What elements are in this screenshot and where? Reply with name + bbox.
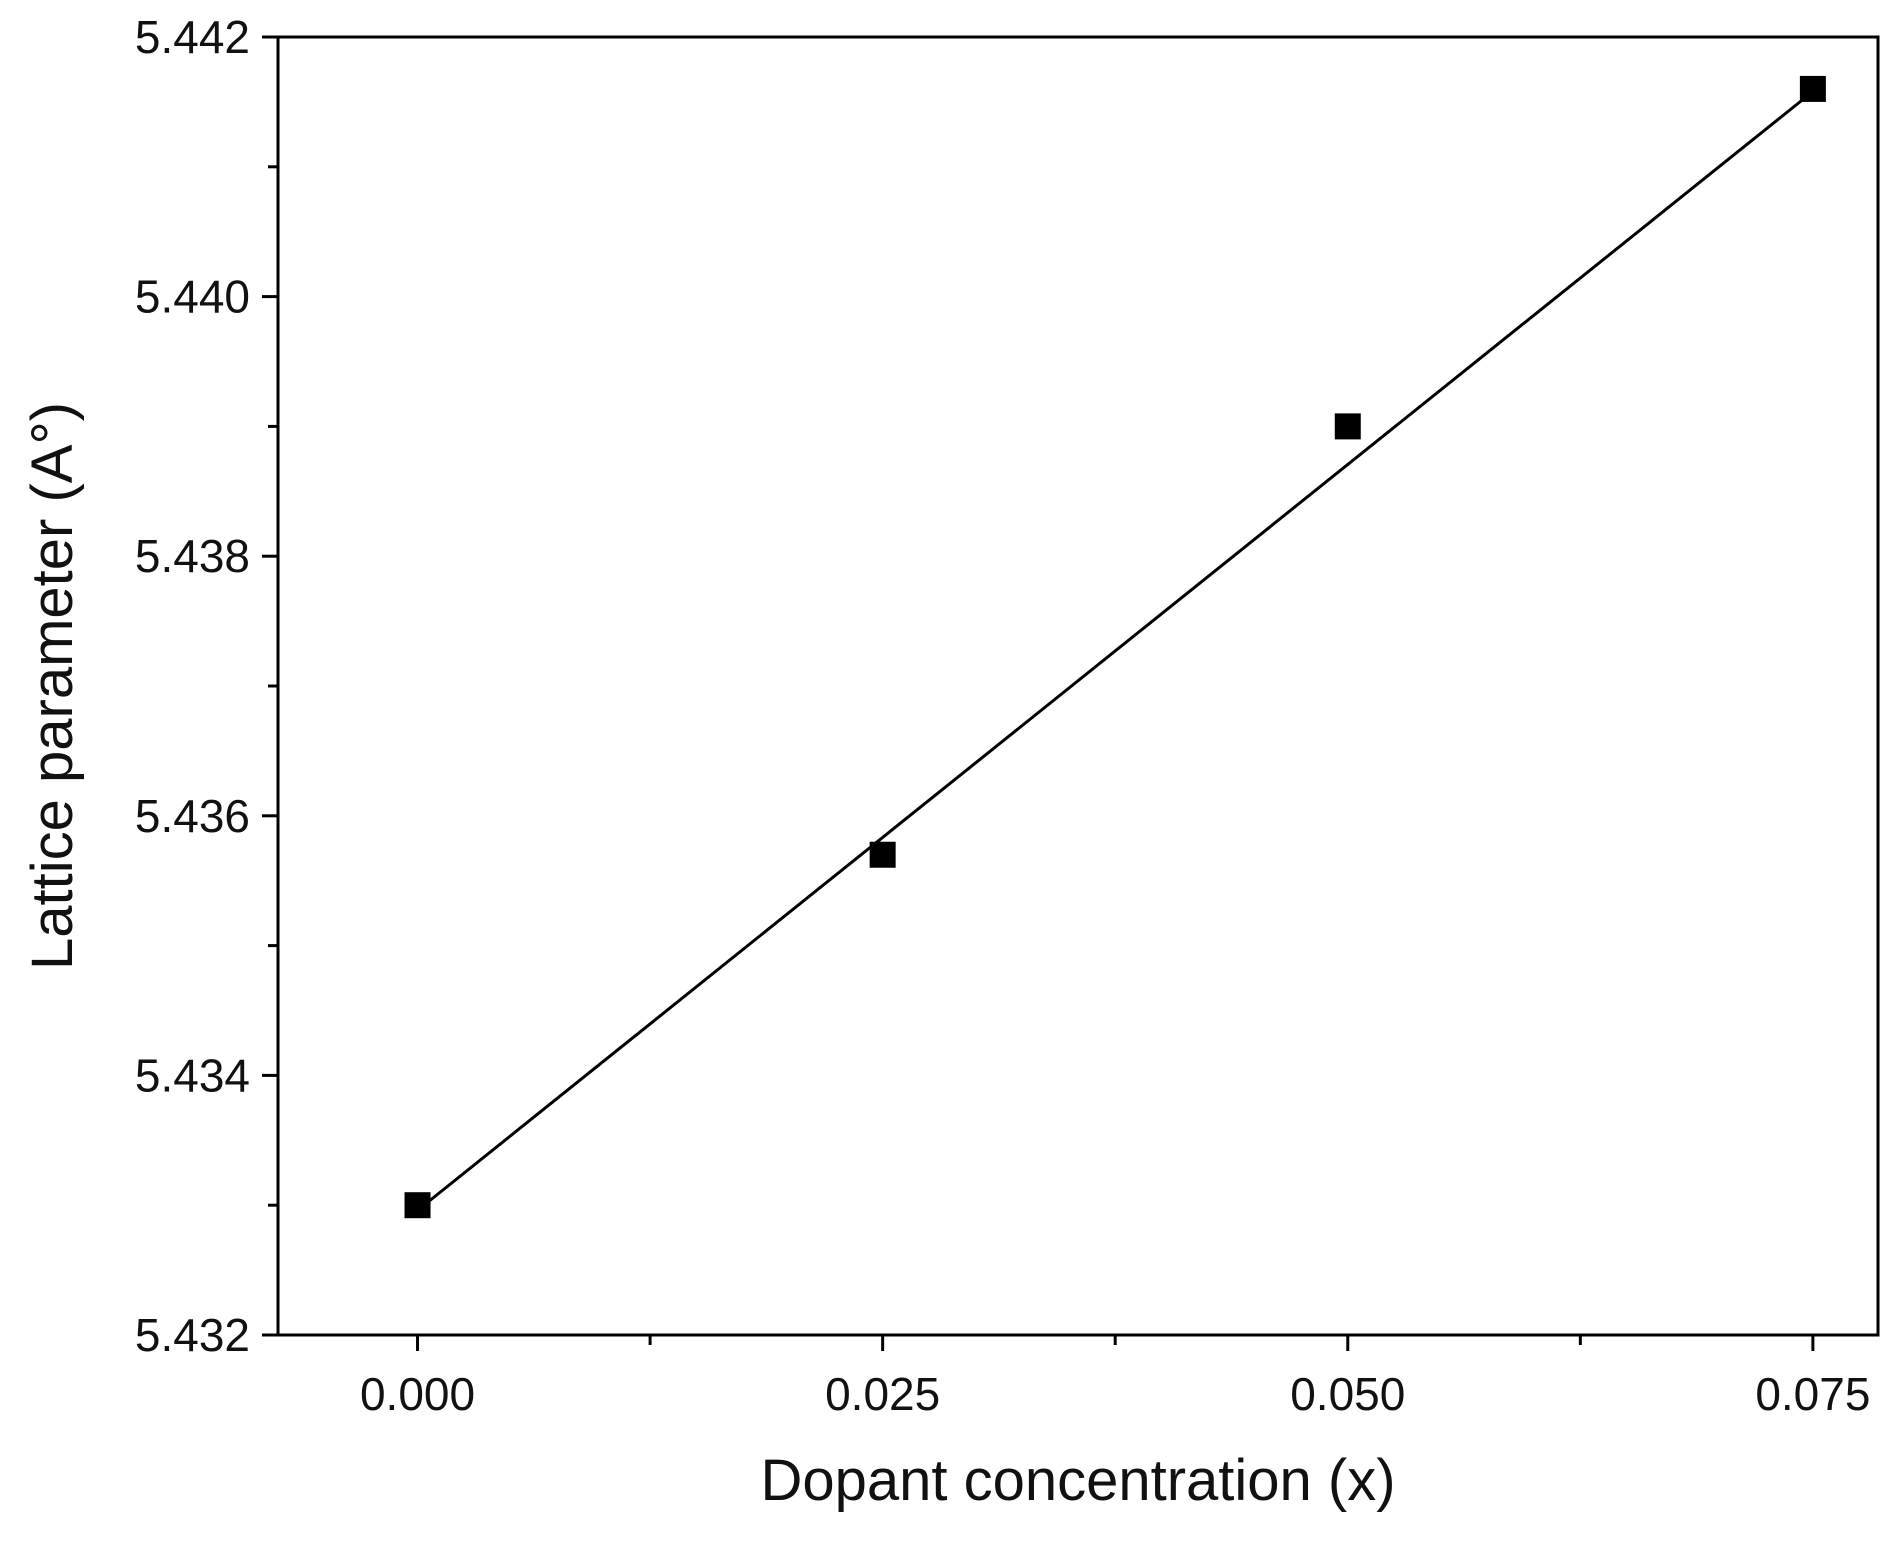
y-axis-tick-labels: 5.432 5.434 5.436 5.438 5.440 5.442 <box>135 11 250 1361</box>
y-tick-label: 5.432 <box>135 1309 250 1361</box>
x-tick-label: 0.025 <box>825 1368 940 1420</box>
x-tick-label: 0.050 <box>1290 1368 1405 1420</box>
x-axis-tick-labels: 0.000 0.025 0.050 0.075 <box>360 1368 1870 1420</box>
y-tick-label: 5.438 <box>135 530 250 582</box>
y-tick-label: 5.442 <box>135 11 250 63</box>
x-axis-ticks <box>416 1335 1815 1351</box>
fit-line <box>416 90 1814 1212</box>
x-tick-label: 0.075 <box>1755 1368 1870 1420</box>
data-point <box>869 841 896 868</box>
y-tick-label: 5.434 <box>135 1049 250 1101</box>
y-tick-label: 5.436 <box>135 790 250 842</box>
y-axis-title: Lattice parameter (A°) <box>20 402 85 970</box>
data-points <box>404 75 1826 1219</box>
y-axis-ticks <box>262 35 278 1337</box>
x-axis-title: Dopant concentration (x) <box>760 1448 1395 1513</box>
data-point <box>404 1192 431 1219</box>
y-tick-label: 5.440 <box>135 271 250 323</box>
fit-line-group <box>416 90 1814 1212</box>
data-point <box>1334 413 1361 440</box>
x-tick-label: 0.000 <box>360 1368 475 1420</box>
data-point <box>1799 75 1826 102</box>
